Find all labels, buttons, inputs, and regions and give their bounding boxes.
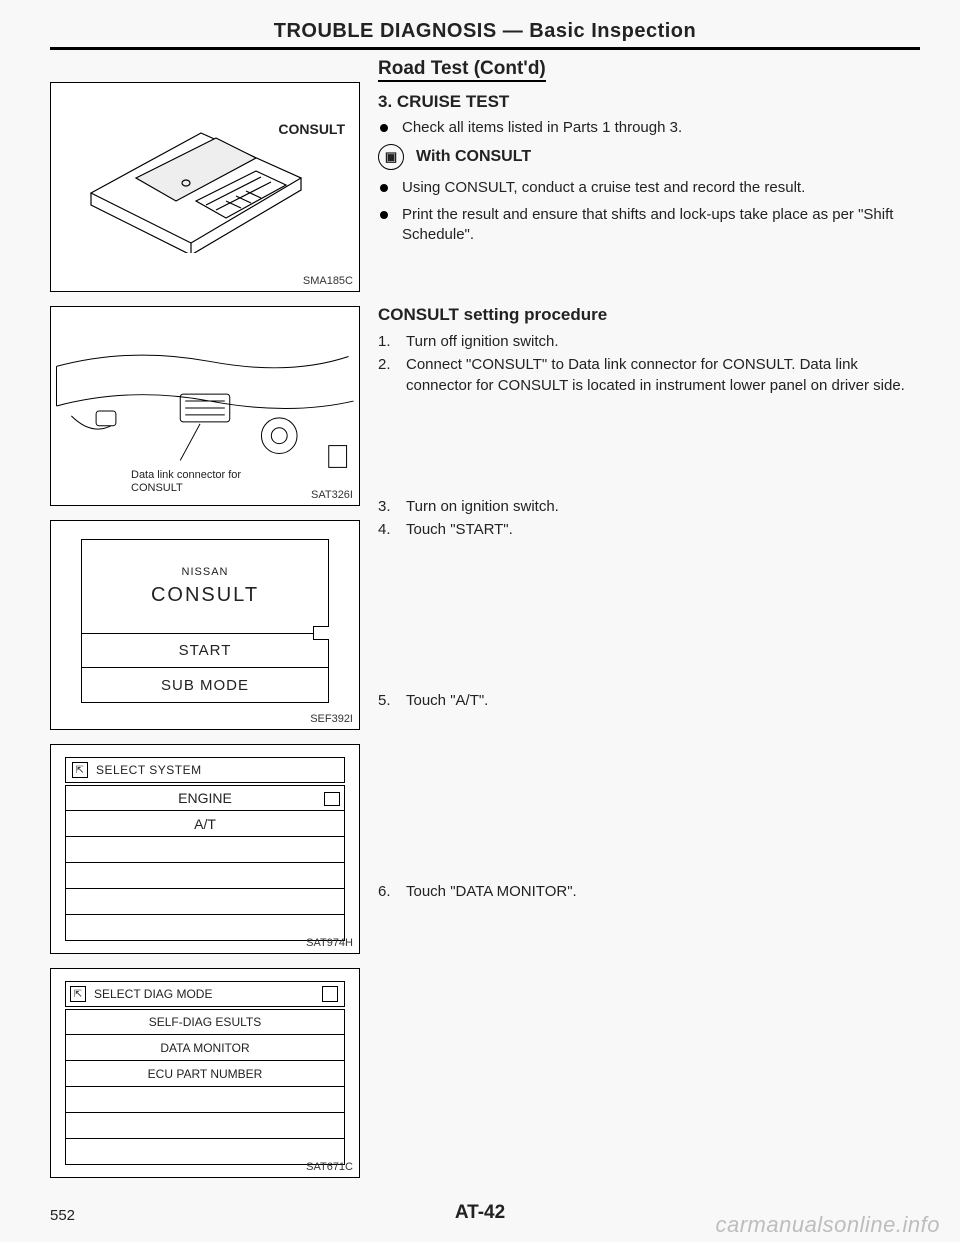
bullet-icon <box>380 184 388 192</box>
bullet-using-consult: Using CONSULT, conduct a cruise test and… <box>378 178 920 198</box>
menu-at: A/T <box>65 811 345 837</box>
submode-row: SUB MODE <box>82 668 328 702</box>
consult-big-label: CONSULT <box>151 584 259 607</box>
menu-datamonitor: DATA MONITOR <box>65 1035 345 1061</box>
cruise-test-heading: 3. CRUISE TEST <box>378 92 920 112</box>
bullet-print-result: Print the result and ensure that shifts … <box>378 205 920 246</box>
step-2: 2. Connect "CONSULT" to Data link connec… <box>378 354 920 396</box>
scroll-icon <box>322 986 338 1002</box>
step-3: 3. Turn on ignition switch. <box>378 496 920 517</box>
menu-empty <box>65 1087 345 1113</box>
caption-line1: Data link connector for <box>131 469 241 481</box>
figure-code: SAT974H <box>306 937 353 949</box>
step-num: 2. <box>378 354 406 396</box>
step-text: Touch "START". <box>406 519 513 540</box>
bullet-icon <box>380 211 388 219</box>
step-text: Turn off ignition switch. <box>406 331 559 352</box>
figure-select-system: ⇱ SELECT SYSTEM ENGINE A/T SAT974H <box>50 744 360 954</box>
step-6: 6. Touch "DATA MONITOR". <box>378 881 920 902</box>
step-text: Turn on ignition switch. <box>406 496 559 517</box>
menu-empty <box>65 889 345 915</box>
step-text: Touch "A/T". <box>406 690 488 711</box>
screen-header: NISSAN CONSULT <box>82 540 328 634</box>
submode-label: SUB MODE <box>161 677 249 694</box>
watermark: carmanualsonline.info <box>715 1212 940 1238</box>
page-header: TROUBLE DIAGNOSIS — Basic Inspection <box>50 20 920 50</box>
step-5: 5. Touch "A/T". <box>378 690 920 711</box>
figures-column: CONSULT SMA185C <box>50 58 360 1192</box>
menu-selfdiag: SELF-DIAG ESULTS <box>65 1009 345 1035</box>
start-label: START <box>179 642 232 659</box>
caption-line2: CONSULT <box>131 482 183 494</box>
figure-code: SAT326I <box>311 489 353 501</box>
step-num: 3. <box>378 496 406 517</box>
figure-code: SEF392I <box>310 713 353 725</box>
scroll-notch-icon <box>313 626 329 640</box>
step-num: 1. <box>378 331 406 352</box>
header-section: Road Test (Cont'd) 3. CRUISE TEST Check … <box>378 58 920 245</box>
content-area: CONSULT SMA185C <box>50 58 920 1192</box>
steps-3-4: 3. Turn on ignition switch. 4. Touch "ST… <box>378 496 920 540</box>
figure-code: SAT671C <box>306 1161 353 1173</box>
scroll-icon <box>324 792 340 806</box>
ecupart-label: ECU PART NUMBER <box>148 1067 263 1081</box>
with-consult-label: With CONSULT <box>416 148 531 166</box>
datamonitor-label: DATA MONITOR <box>160 1041 249 1055</box>
with-consult-row: ▣ With CONSULT <box>378 144 920 170</box>
diag-title-text: SELECT DIAG MODE <box>94 987 212 1001</box>
bullet-text: Check all items listed in Parts 1 throug… <box>402 118 682 138</box>
step-6-section: 6. Touch "DATA MONITOR". <box>378 881 920 902</box>
consult-setting-section: CONSULT setting procedure 1. Turn off ig… <box>378 305 920 396</box>
nissan-label: NISSAN <box>182 566 229 578</box>
menu-empty <box>65 915 345 941</box>
text-column: Road Test (Cont'd) 3. CRUISE TEST Check … <box>378 58 920 1192</box>
step-num: 6. <box>378 881 406 902</box>
figure-consult-device: CONSULT SMA185C <box>50 82 360 292</box>
menu-ecupart: ECU PART NUMBER <box>65 1061 345 1087</box>
consult-screen: NISSAN CONSULT START SUB MODE <box>81 539 329 703</box>
figure-connector-location: Data link connector for CONSULT SAT326I <box>50 306 360 506</box>
consult-setting-title: CONSULT setting procedure <box>378 305 920 325</box>
menu-empty <box>65 837 345 863</box>
step-num: 5. <box>378 690 406 711</box>
consult-device-svg <box>81 123 311 253</box>
step-text: Touch "DATA MONITOR". <box>406 881 577 902</box>
at-label: A/T <box>194 816 216 832</box>
menu-empty <box>65 1139 345 1165</box>
menu-empty <box>65 863 345 889</box>
bullet-text: Print the result and ensure that shifts … <box>402 205 920 246</box>
step-5-section: 5. Touch "A/T". <box>378 690 920 711</box>
selfdiag-label: SELF-DIAG ESULTS <box>149 1015 261 1029</box>
figure-start-screen: NISSAN CONSULT START SUB MODE SEF392I <box>50 520 360 730</box>
step-1: 1. Turn off ignition switch. <box>378 331 920 352</box>
engine-label: ENGINE <box>178 790 232 806</box>
back-icon: ⇱ <box>72 762 88 778</box>
step-4: 4. Touch "START". <box>378 519 920 540</box>
figure-select-diag: ⇱ SELECT DIAG MODE SELF-DIAG ESULTS DATA… <box>50 968 360 1178</box>
figure-code: SMA185C <box>303 275 353 287</box>
step-text: Connect "CONSULT" to Data link connector… <box>406 354 920 396</box>
start-row: START <box>82 634 328 668</box>
section-title: Road Test (Cont'd) <box>378 58 546 82</box>
bullet-icon <box>380 124 388 132</box>
connector-caption: Data link connector for CONSULT <box>131 469 241 495</box>
consult-circle-icon: ▣ <box>378 144 404 170</box>
bullet-check-items: Check all items listed in Parts 1 throug… <box>378 118 920 138</box>
select-system-title: ⇱ SELECT SYSTEM <box>65 757 345 783</box>
back-icon: ⇱ <box>70 986 86 1002</box>
title-text: SELECT SYSTEM <box>96 763 202 777</box>
bullet-text: Using CONSULT, conduct a cruise test and… <box>402 178 805 198</box>
page-code-center: AT-42 <box>455 1202 505 1224</box>
menu-empty <box>65 1113 345 1139</box>
menu-engine: ENGINE <box>65 785 345 811</box>
page-number-left: 552 <box>50 1207 75 1224</box>
select-diag-title: ⇱ SELECT DIAG MODE <box>65 981 345 1007</box>
step-num: 4. <box>378 519 406 540</box>
